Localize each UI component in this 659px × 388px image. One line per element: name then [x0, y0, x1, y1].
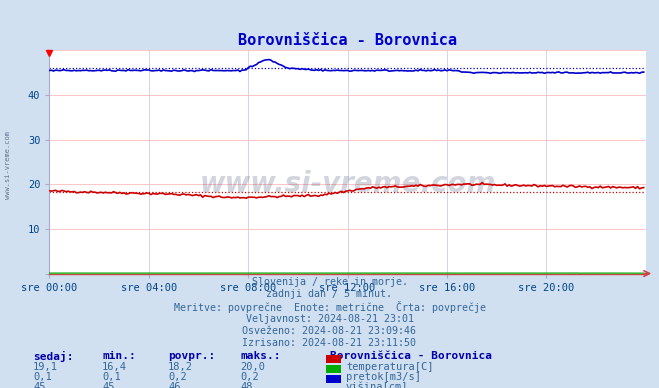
Text: 18,2: 18,2 [168, 362, 193, 372]
Text: 0,1: 0,1 [102, 372, 121, 382]
Text: Borovniščica - Borovnica: Borovniščica - Borovnica [330, 351, 492, 361]
Text: Meritve: povprečne  Enote: metrične  Črta: povprečje: Meritve: povprečne Enote: metrične Črta:… [173, 301, 486, 314]
Text: min.:: min.: [102, 351, 136, 361]
Text: sedaj:: sedaj: [33, 351, 73, 362]
Text: temperatura[C]: temperatura[C] [346, 362, 434, 372]
Text: Izrisano: 2024-08-21 23:11:50: Izrisano: 2024-08-21 23:11:50 [243, 338, 416, 348]
Text: www.si-vreme.com: www.si-vreme.com [5, 131, 11, 199]
Text: 0,2: 0,2 [241, 372, 259, 382]
Title: Borovniščica - Borovnica: Borovniščica - Borovnica [238, 33, 457, 48]
Text: 45: 45 [102, 382, 115, 388]
Text: 16,4: 16,4 [102, 362, 127, 372]
Text: Osveženo: 2024-08-21 23:09:46: Osveženo: 2024-08-21 23:09:46 [243, 326, 416, 336]
Text: maks.:: maks.: [241, 351, 281, 361]
Text: 19,1: 19,1 [33, 362, 58, 372]
Text: 20,0: 20,0 [241, 362, 266, 372]
Text: Slovenija / reke in morje.: Slovenija / reke in morje. [252, 277, 407, 288]
Text: zadnji dan / 5 minut.: zadnji dan / 5 minut. [266, 289, 393, 300]
Text: 45: 45 [33, 382, 45, 388]
Text: 0,1: 0,1 [33, 372, 51, 382]
Text: www.si-vreme.com: www.si-vreme.com [200, 170, 496, 198]
Text: 48: 48 [241, 382, 253, 388]
Text: višina[cm]: višina[cm] [346, 382, 409, 388]
Text: 0,2: 0,2 [168, 372, 186, 382]
Text: povpr.:: povpr.: [168, 351, 215, 361]
Text: pretok[m3/s]: pretok[m3/s] [346, 372, 421, 382]
Text: 46: 46 [168, 382, 181, 388]
Text: Veljavnost: 2024-08-21 23:01: Veljavnost: 2024-08-21 23:01 [246, 314, 413, 324]
